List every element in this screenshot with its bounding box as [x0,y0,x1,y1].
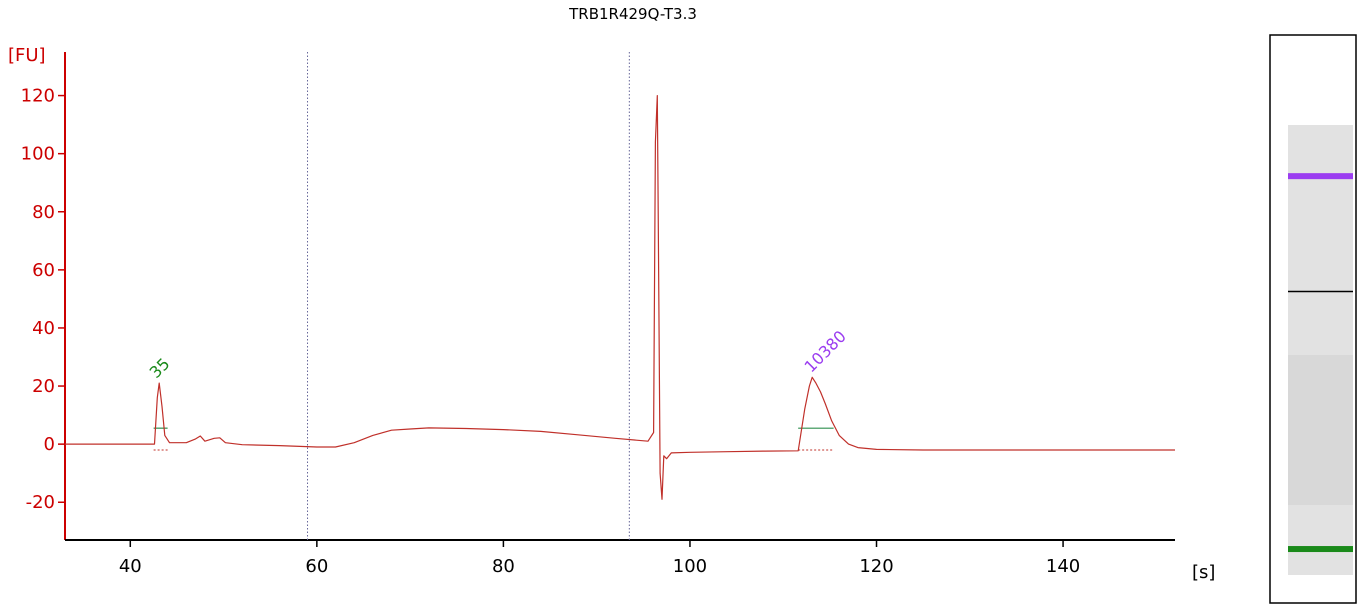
y-tick-label: 120 [21,86,55,107]
y-tick-label: 20 [32,376,55,397]
fluorescence-trace [65,94,1175,500]
x-tick-label: 140 [1046,556,1080,577]
x-axis-unit: [s] [1192,562,1215,583]
x-tick-label: 60 [305,556,328,577]
y-tick-label: -20 [26,492,55,513]
x-tick-label: 40 [119,556,142,577]
y-tick-label: 40 [32,318,55,339]
upper-marker-band [1288,173,1353,180]
gel-lane-smear [1288,355,1353,505]
lower-marker-band [1288,546,1353,553]
gel-lane-background [1288,125,1353,575]
plot-area: -20 0 20 40 60 80 100 120 40 60 80 100 120 140 35 10380 [21,52,1175,577]
y-axis-unit: [FU] [8,45,46,66]
peak-label: 10380 [800,327,849,376]
y-tick-label: 0 [44,434,55,455]
y-tick-label: 60 [32,260,55,281]
x-tick-label: 100 [673,556,707,577]
chart-title: TRB1R429Q-T3.3 [568,5,697,23]
x-tick-label: 80 [492,556,515,577]
x-tick-label: 120 [859,556,893,577]
gel-lane [1269,34,1357,604]
y-tick-label: 100 [21,144,55,165]
peak-label: 35 [146,354,174,382]
y-tick-label: 80 [32,202,55,223]
